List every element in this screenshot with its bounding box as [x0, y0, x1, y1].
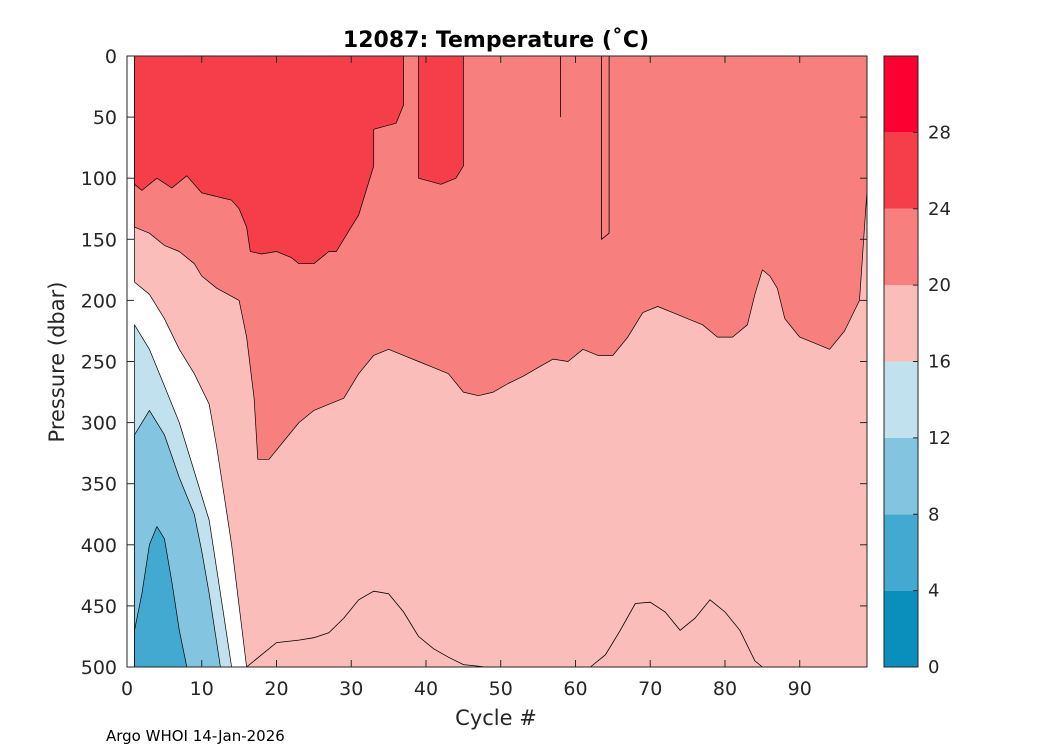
x-axis-label: Cycle #	[455, 706, 537, 730]
contour-line-deep-16C-isotherm	[246, 590, 486, 668]
x-axis: 0 10 20 30 40 50 60 70 80 90	[121, 56, 812, 700]
colorbar-segment	[884, 56, 918, 133]
y-axis: 0 50 100 150 200 250 300 350 400 450 500	[81, 46, 867, 679]
contour-line-cycle-64-spike	[601, 56, 610, 241]
y-tick-label: 50	[93, 107, 117, 129]
x-tick-label: 80	[713, 678, 737, 700]
x-tick-label: 50	[489, 678, 513, 700]
colorbar-segment	[884, 361, 918, 438]
colorbar-segment	[884, 437, 918, 515]
contour-lines	[246, 56, 763, 668]
y-tick-label: 100	[81, 168, 117, 190]
x-tick-label: 10	[190, 678, 214, 700]
x-tick-label: 30	[339, 678, 363, 700]
band-warm-surface-layer	[134, 55, 404, 265]
band-warm-surface-patch	[418, 55, 464, 185]
y-tick-label: 200	[81, 290, 117, 312]
x-tick-label: 20	[264, 678, 288, 700]
x-tick-label: 90	[788, 678, 812, 700]
x-tick-label: 40	[414, 678, 438, 700]
colorbar-tick-label: 20	[928, 275, 951, 296]
colorbar-tick-label: 16	[928, 352, 951, 373]
colorbar-tick-label: 24	[928, 199, 951, 220]
contour-line-deep-16C-isotherm-right	[590, 599, 763, 668]
x-tick-label: 60	[563, 678, 587, 700]
footer-credit: Argo WHOI 14-Jan-2026	[106, 727, 285, 745]
colorbar-segment	[884, 590, 918, 667]
colorbar-tick-label: 8	[928, 504, 939, 525]
y-axis-label: Pressure (dbar)	[45, 282, 69, 443]
y-tick-label: 500	[81, 657, 117, 679]
y-tick-label: 350	[81, 474, 117, 496]
colorbar-segment	[884, 285, 918, 362]
x-tick-label: 70	[638, 678, 662, 700]
colorbar: 0 4 8 12 16 20 24 28	[883, 55, 951, 678]
y-tick-label: 250	[81, 352, 117, 374]
colorbar-segment	[884, 132, 918, 209]
colorbar-tick-label: 28	[928, 122, 951, 143]
x-tick-label: 0	[121, 678, 133, 700]
chart-title: 12087: Temperature (˚C)	[343, 28, 649, 53]
colorbar-tick-label: 0	[928, 657, 939, 678]
colorbar-tick-label: 4	[928, 581, 939, 602]
colorbar-segment	[884, 208, 918, 286]
colorbar-segment	[884, 514, 918, 591]
colorbar-tick-label: 12	[928, 428, 951, 449]
y-tick-label: 450	[81, 596, 117, 618]
y-tick-label: 400	[81, 535, 117, 557]
y-tick-label: 150	[81, 229, 117, 251]
contour-plot-area	[127, 55, 868, 668]
y-tick-label: 300	[81, 413, 117, 435]
y-tick-label: 0	[105, 46, 117, 68]
